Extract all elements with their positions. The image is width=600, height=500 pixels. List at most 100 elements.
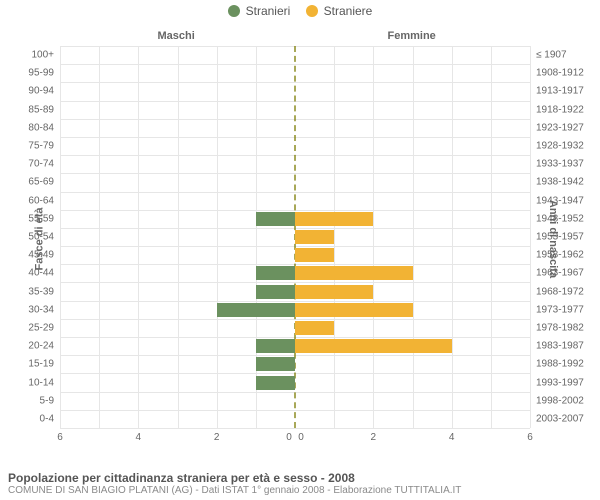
xtick: 0 — [298, 428, 304, 443]
ytick-age: 10-14 — [28, 377, 60, 388]
ytick-birth: 1928-1932 — [530, 141, 584, 152]
ytick-birth: 1983-1987 — [530, 341, 584, 352]
bar-male — [256, 339, 295, 353]
legend: Stranieri Straniere — [0, 0, 600, 24]
chart-row — [60, 212, 530, 226]
legend-item-straniere: Straniere — [306, 4, 373, 18]
ytick-birth: 1978-1982 — [530, 322, 584, 333]
legend-item-stranieri: Stranieri — [228, 4, 291, 18]
legend-swatch-stranieri — [228, 5, 240, 17]
xtick: 6 — [527, 428, 533, 443]
chart-row — [60, 48, 530, 62]
ytick-age: 45-49 — [28, 250, 60, 261]
chart-row — [60, 175, 530, 189]
column-title-maschi: Maschi — [158, 30, 195, 42]
ytick-birth: 1943-1947 — [530, 195, 584, 206]
ytick-birth: 2003-2007 — [530, 413, 584, 424]
ytick-age: 65-69 — [28, 177, 60, 188]
bar-male — [256, 376, 295, 390]
ytick-age: 95-99 — [28, 68, 60, 79]
chart-row — [60, 139, 530, 153]
xtick: 4 — [136, 428, 142, 443]
legend-label-straniere: Straniere — [324, 4, 373, 18]
ytick-birth: 1958-1962 — [530, 250, 584, 261]
bar-female — [295, 321, 334, 335]
ytick-age: 75-79 — [28, 141, 60, 152]
ytick-age: 40-44 — [28, 268, 60, 279]
chart-row — [60, 157, 530, 171]
chart-row — [60, 357, 530, 371]
chart-title: Popolazione per cittadinanza straniera p… — [8, 471, 592, 485]
ytick-birth: 1938-1942 — [530, 177, 584, 188]
xtick: 0 — [286, 428, 292, 443]
ytick-age: 85-89 — [28, 104, 60, 115]
ytick-birth: 1973-1977 — [530, 304, 584, 315]
xtick: 4 — [449, 428, 455, 443]
bar-female — [295, 339, 452, 353]
ytick-age: 100+ — [31, 50, 60, 61]
ytick-birth: ≤ 1907 — [530, 50, 567, 61]
xtick: 2 — [371, 428, 377, 443]
bar-female — [295, 266, 413, 280]
chart-row — [60, 248, 530, 262]
bar-male — [217, 303, 295, 317]
ytick-age: 60-64 — [28, 195, 60, 206]
chart-row — [60, 230, 530, 244]
ytick-age: 30-34 — [28, 304, 60, 315]
legend-label-stranieri: Stranieri — [246, 4, 291, 18]
ytick-birth: 1923-1927 — [530, 122, 584, 133]
ytick-age: 25-29 — [28, 322, 60, 333]
chart-row — [60, 394, 530, 408]
bar-female — [295, 303, 413, 317]
ytick-birth: 1933-1937 — [530, 159, 584, 170]
ytick-birth: 1998-2002 — [530, 395, 584, 406]
chart-footer: Popolazione per cittadinanza straniera p… — [8, 471, 592, 496]
ytick-birth: 1993-1997 — [530, 377, 584, 388]
ytick-birth: 1988-1992 — [530, 359, 584, 370]
xtick: 6 — [57, 428, 63, 443]
chart-row — [60, 266, 530, 280]
xtick: 2 — [214, 428, 220, 443]
ytick-birth: 1913-1917 — [530, 86, 584, 97]
chart-row — [60, 66, 530, 80]
chart-row — [60, 339, 530, 353]
ytick-age: 50-54 — [28, 232, 60, 243]
ytick-birth: 1963-1967 — [530, 268, 584, 279]
gridline-horizontal — [60, 428, 530, 429]
ytick-age: 20-24 — [28, 341, 60, 352]
chart-area: Fasce di età Anni di nascita Maschi Femm… — [0, 24, 600, 454]
chart-row — [60, 194, 530, 208]
ytick-age: 35-39 — [28, 286, 60, 297]
ytick-birth: 1908-1912 — [530, 68, 584, 79]
legend-swatch-straniere — [306, 5, 318, 17]
bar-male — [256, 285, 295, 299]
ytick-age: 90-94 — [28, 86, 60, 97]
ytick-birth: 1918-1922 — [530, 104, 584, 115]
chart-container: Stranieri Straniere Fasce di età Anni di… — [0, 0, 600, 500]
ytick-birth: 1948-1952 — [530, 213, 584, 224]
bar-male — [256, 212, 295, 226]
column-title-femmine: Femmine — [388, 30, 436, 42]
chart-row — [60, 303, 530, 317]
bar-female — [295, 230, 334, 244]
plot-region: Maschi Femmine 100+≤ 190795-991908-19129… — [60, 46, 530, 428]
chart-row — [60, 376, 530, 390]
ytick-age: 15-19 — [28, 359, 60, 370]
ytick-age: 5-9 — [40, 395, 60, 406]
chart-subtitle: COMUNE DI SAN BIAGIO PLATANI (AG) - Dati… — [8, 485, 592, 496]
chart-row — [60, 285, 530, 299]
bar-female — [295, 212, 373, 226]
ytick-birth: 1968-1972 — [530, 286, 584, 297]
bar-male — [256, 357, 295, 371]
ytick-birth: 1953-1957 — [530, 232, 584, 243]
ytick-age: 70-74 — [28, 159, 60, 170]
bar-male — [256, 266, 295, 280]
ytick-age: 80-84 — [28, 122, 60, 133]
chart-row — [60, 321, 530, 335]
bar-female — [295, 248, 334, 262]
chart-row — [60, 84, 530, 98]
chart-row — [60, 412, 530, 426]
chart-row — [60, 121, 530, 135]
ytick-age: 55-59 — [28, 213, 60, 224]
ytick-age: 0-4 — [40, 413, 60, 424]
